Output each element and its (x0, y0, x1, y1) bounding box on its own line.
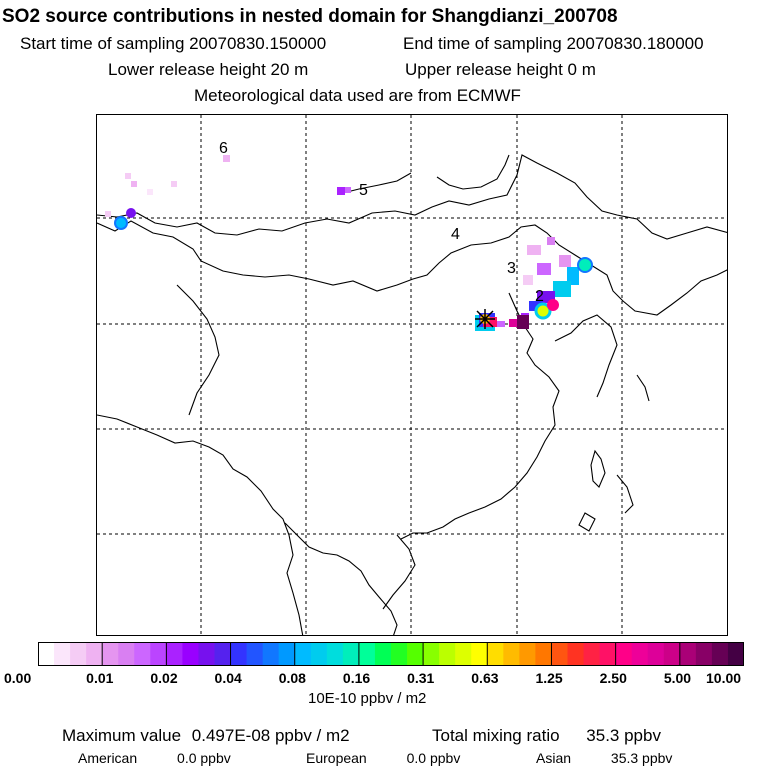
end-time-label: End time of sampling 20070830.180000 (403, 34, 704, 53)
region-asian: Asian 35.3 ppbv (536, 750, 672, 766)
colorbar-cell (455, 642, 472, 666)
region-asian-value: 35.3 ppbv (610, 750, 673, 766)
colorbar-cell (326, 642, 344, 666)
colorbar-cell (727, 642, 744, 666)
colorbar-cell (134, 642, 151, 666)
colorbar-cell (615, 642, 633, 666)
colorbar-cell (439, 642, 456, 666)
colorbar-tick-label: 0.08 (278, 670, 306, 686)
plot-title: SO2 source contributions in nested domai… (2, 6, 618, 27)
map-panel: 2 3 4 5 6 (96, 114, 728, 636)
colorbar-cell (150, 642, 167, 666)
colorbar-tick-label: 0.00 (4, 670, 32, 686)
colorbar-unit: 10E-10 ppbv / m2 (308, 690, 427, 707)
colorbar-cell (567, 642, 585, 666)
colorbar-cell (246, 642, 264, 666)
colorbar-tick-label: 0.02 (150, 670, 178, 686)
colorbar-cell (166, 642, 184, 666)
colorbar-cell (70, 642, 87, 666)
colorbar-cell (102, 642, 119, 666)
colorbar-tick-label: 0.01 (86, 670, 114, 686)
colorbar-tick-label: 0.63 (471, 670, 499, 686)
colorbar-tick-label: 1.25 (535, 670, 563, 686)
colorbar-tick-label: 0.04 (214, 670, 242, 686)
colorbar-cell (583, 642, 601, 666)
meteorological-data-label: Meteorological data used are from ECMWF (194, 86, 521, 105)
region-european-label: European (306, 750, 367, 766)
colorbar-cell (182, 642, 200, 666)
colorbar-cell (679, 642, 697, 666)
map-canvas: 2 3 4 5 6 (97, 115, 727, 635)
colorbar-cell (38, 642, 55, 666)
colorbar-cell (503, 642, 520, 666)
region-american-value: 0.0 ppbv (177, 750, 231, 766)
colorbar-cell (278, 642, 296, 666)
region-european-value: 0.0 ppbv (406, 750, 461, 766)
colorbar-cell (54, 642, 71, 666)
colorbar-cell (342, 642, 360, 666)
colorbar-cell (647, 642, 665, 666)
colorbar-cell (551, 642, 569, 666)
colorbar-cell (86, 642, 103, 666)
lower-release-height: Lower release height 20 m (108, 60, 309, 79)
country-borders (97, 154, 727, 635)
colorbar-cell (391, 642, 408, 666)
colorbar-cell (214, 642, 232, 666)
max-value: 0.497E-08 ppbv / m2 (191, 726, 350, 745)
colorbar-cell (358, 642, 376, 666)
colorbar-cell (519, 642, 537, 666)
region-american: American 0.0 ppbv (78, 750, 231, 766)
colorbar-cell (294, 642, 312, 666)
colorbar-tick-label: 0.16 (342, 670, 371, 686)
colorbar-tick-label: 2.50 (599, 670, 627, 686)
colorbar-tick-label: 5.00 (663, 670, 692, 686)
concentration-plume (105, 155, 593, 331)
maximum-value-row: Maximum value 0.497E-08 ppbv / m2 (62, 726, 350, 746)
colorbar-cell (631, 642, 649, 666)
colorbar-cell (471, 642, 488, 666)
colorbar-cell (599, 642, 617, 666)
islands (578, 374, 650, 532)
colorbar-cell (118, 642, 135, 666)
region-label-4: 4 (451, 226, 460, 243)
region-american-label: American (78, 750, 138, 766)
colorbar-cell (487, 642, 504, 666)
colorbar-cell (230, 642, 248, 666)
region-labels: 2 3 4 5 6 (219, 140, 544, 305)
colorbar (38, 642, 744, 666)
colorbar-cell (262, 642, 280, 666)
max-value-label: Maximum value (62, 726, 182, 745)
colorbar-cell (695, 642, 713, 666)
colorbar-cell (310, 642, 328, 666)
region-european: European 0.0 ppbv (306, 750, 460, 766)
region-asian-label: Asian (536, 750, 572, 766)
upper-release-height: Upper release height 0 m (405, 60, 596, 79)
colorbar-cell (535, 642, 553, 666)
lat-lon-grid (97, 115, 727, 635)
region-label-3: 3 (507, 260, 516, 277)
region-label-6: 6 (219, 140, 228, 157)
colorbar-cell (663, 642, 681, 666)
region-label-2: 2 (535, 288, 544, 305)
total-mixing-ratio-value: 35.3 ppbv (586, 726, 661, 745)
colorbar-cell (407, 642, 424, 666)
colorbar-cell (711, 642, 729, 666)
colorbar-tick-label: 0.31 (407, 670, 435, 686)
colorbar-cell (374, 642, 392, 666)
start-time-label: Start time of sampling 20070830.150000 (20, 34, 327, 53)
total-mixing-ratio-row: Total mixing ratio 35.3 ppbv (432, 726, 661, 746)
total-mixing-ratio-label: Total mixing ratio (432, 726, 560, 745)
region-label-5: 5 (359, 182, 368, 199)
colorbar-tick-label: 10.00 (706, 670, 742, 686)
colorbar-cell (198, 642, 216, 666)
colorbar-cell (423, 642, 440, 666)
